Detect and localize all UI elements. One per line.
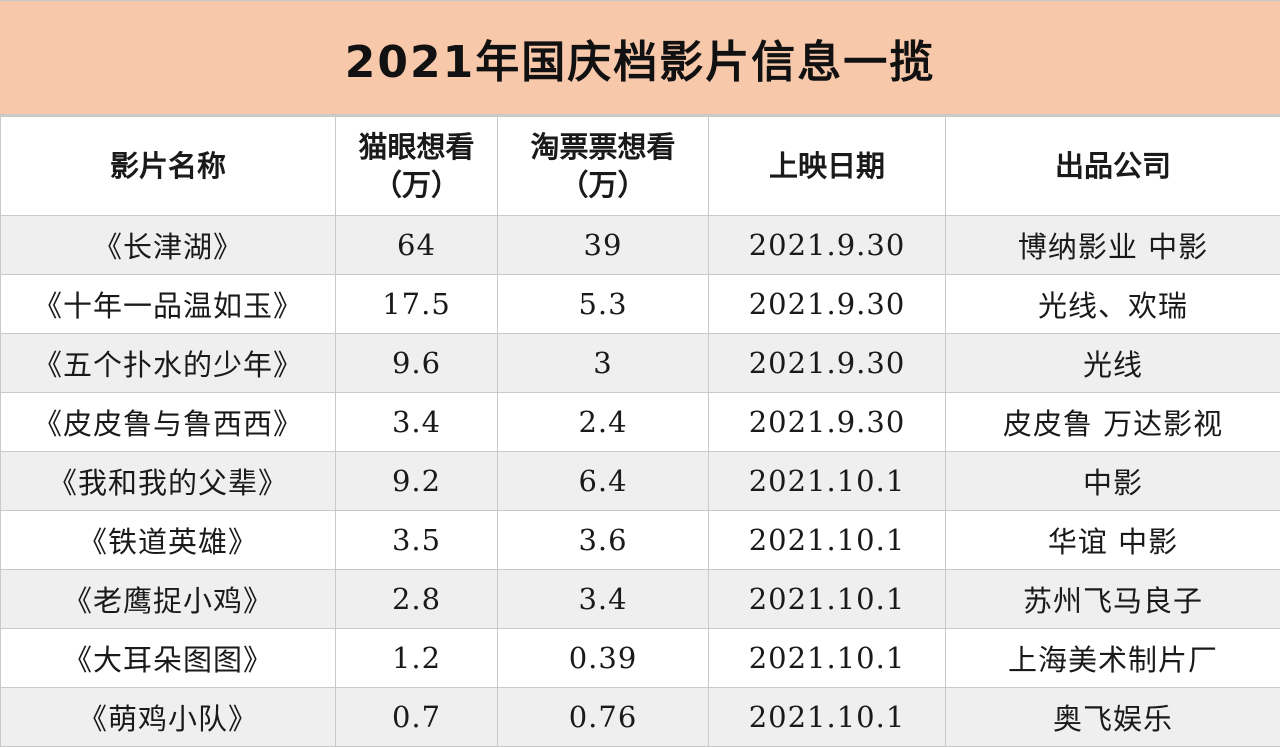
header-release-date: 上映日期 [708, 116, 946, 216]
cell-date: 2021.9.30 [708, 333, 946, 393]
cell-taopiaopiao: 0.39 [497, 628, 709, 688]
cell-company: 皮皮鲁 万达影视 [945, 392, 1280, 452]
cell-maoyan: 1.2 [335, 628, 498, 688]
table-row: 《十年一品温如玉》 17.5 5.3 2021.9.30 光线、欢瑞 [0, 274, 1280, 334]
table-row: 《萌鸡小队》 0.7 0.76 2021.10.1 奥飞娱乐 [0, 687, 1280, 747]
table-row: 《长津湖》 64 39 2021.9.30 博纳影业 中影 [0, 215, 1280, 275]
header-production-company: 出品公司 [945, 116, 1280, 216]
table-row: 《铁道英雄》 3.5 3.6 2021.10.1 华谊 中影 [0, 510, 1280, 570]
cell-company: 上海美术制片厂 [945, 628, 1280, 688]
page-title: 2021年国庆档影片信息一揽 [344, 36, 936, 88]
cell-date: 2021.10.1 [708, 510, 946, 570]
cell-film-name: 《长津湖》 [0, 215, 336, 275]
cell-company: 光线、欢瑞 [945, 274, 1280, 334]
cell-maoyan: 9.2 [335, 451, 498, 511]
movie-table: 影片名称 猫眼想看 （万） 淘票票想看 （万） 上映日期 出品公司 [0, 116, 1280, 747]
cell-maoyan: 9.6 [335, 333, 498, 393]
cell-date: 2021.10.1 [708, 628, 946, 688]
cell-maoyan: 17.5 [335, 274, 498, 334]
cell-date: 2021.10.1 [708, 569, 946, 629]
table-row: 《大耳朵图图》 1.2 0.39 2021.10.1 上海美术制片厂 [0, 628, 1280, 688]
cell-date: 2021.10.1 [708, 687, 946, 747]
cell-maoyan: 3.5 [335, 510, 498, 570]
cell-company: 苏州飞马良子 [945, 569, 1280, 629]
cell-maoyan: 2.8 [335, 569, 498, 629]
table-row: 《老鹰捉小鸡》 2.8 3.4 2021.10.1 苏州飞马良子 [0, 569, 1280, 629]
table-row: 《我和我的父辈》 9.2 6.4 2021.10.1 中影 [0, 451, 1280, 511]
cell-taopiaopiao: 3.4 [497, 569, 709, 629]
cell-date: 2021.9.30 [708, 392, 946, 452]
header-taopiaopiao-want: 淘票票想看 （万） [497, 116, 709, 216]
cell-date: 2021.10.1 [708, 451, 946, 511]
header-maoyan-want: 猫眼想看 （万） [335, 116, 498, 216]
cell-taopiaopiao: 3.6 [497, 510, 709, 570]
cell-maoyan: 3.4 [335, 392, 498, 452]
cell-company: 中影 [945, 451, 1280, 511]
cell-film-name: 《萌鸡小队》 [0, 687, 336, 747]
cell-taopiaopiao: 0.76 [497, 687, 709, 747]
cell-film-name: 《我和我的父辈》 [0, 451, 336, 511]
cell-film-name: 《大耳朵图图》 [0, 628, 336, 688]
cell-maoyan: 64 [335, 215, 498, 275]
cell-film-name: 《铁道英雄》 [0, 510, 336, 570]
cell-film-name: 《五个扑水的少年》 [0, 333, 336, 393]
cell-company: 光线 [945, 333, 1280, 393]
cell-taopiaopiao: 5.3 [497, 274, 709, 334]
title-banner: 2021年国庆档影片信息一揽 [0, 0, 1280, 116]
cell-date: 2021.9.30 [708, 274, 946, 334]
table-row: 《五个扑水的少年》 9.6 3 2021.9.30 光线 [0, 333, 1280, 393]
cell-company: 华谊 中影 [945, 510, 1280, 570]
cell-film-name: 《皮皮鲁与鲁西西》 [0, 392, 336, 452]
header-row: 影片名称 猫眼想看 （万） 淘票票想看 （万） 上映日期 出品公司 [0, 116, 1280, 216]
cell-taopiaopiao: 39 [497, 215, 709, 275]
cell-company: 博纳影业 中影 [945, 215, 1280, 275]
cell-maoyan: 0.7 [335, 687, 498, 747]
header-film-name: 影片名称 [0, 116, 336, 216]
cell-company: 奥飞娱乐 [945, 687, 1280, 747]
cell-film-name: 《十年一品温如玉》 [0, 274, 336, 334]
cell-date: 2021.9.30 [708, 215, 946, 275]
cell-taopiaopiao: 2.4 [497, 392, 709, 452]
table-row: 《皮皮鲁与鲁西西》 3.4 2.4 2021.9.30 皮皮鲁 万达影视 [0, 392, 1280, 452]
cell-taopiaopiao: 6.4 [497, 451, 709, 511]
cell-taopiaopiao: 3 [497, 333, 709, 393]
cell-film-name: 《老鹰捉小鸡》 [0, 569, 336, 629]
